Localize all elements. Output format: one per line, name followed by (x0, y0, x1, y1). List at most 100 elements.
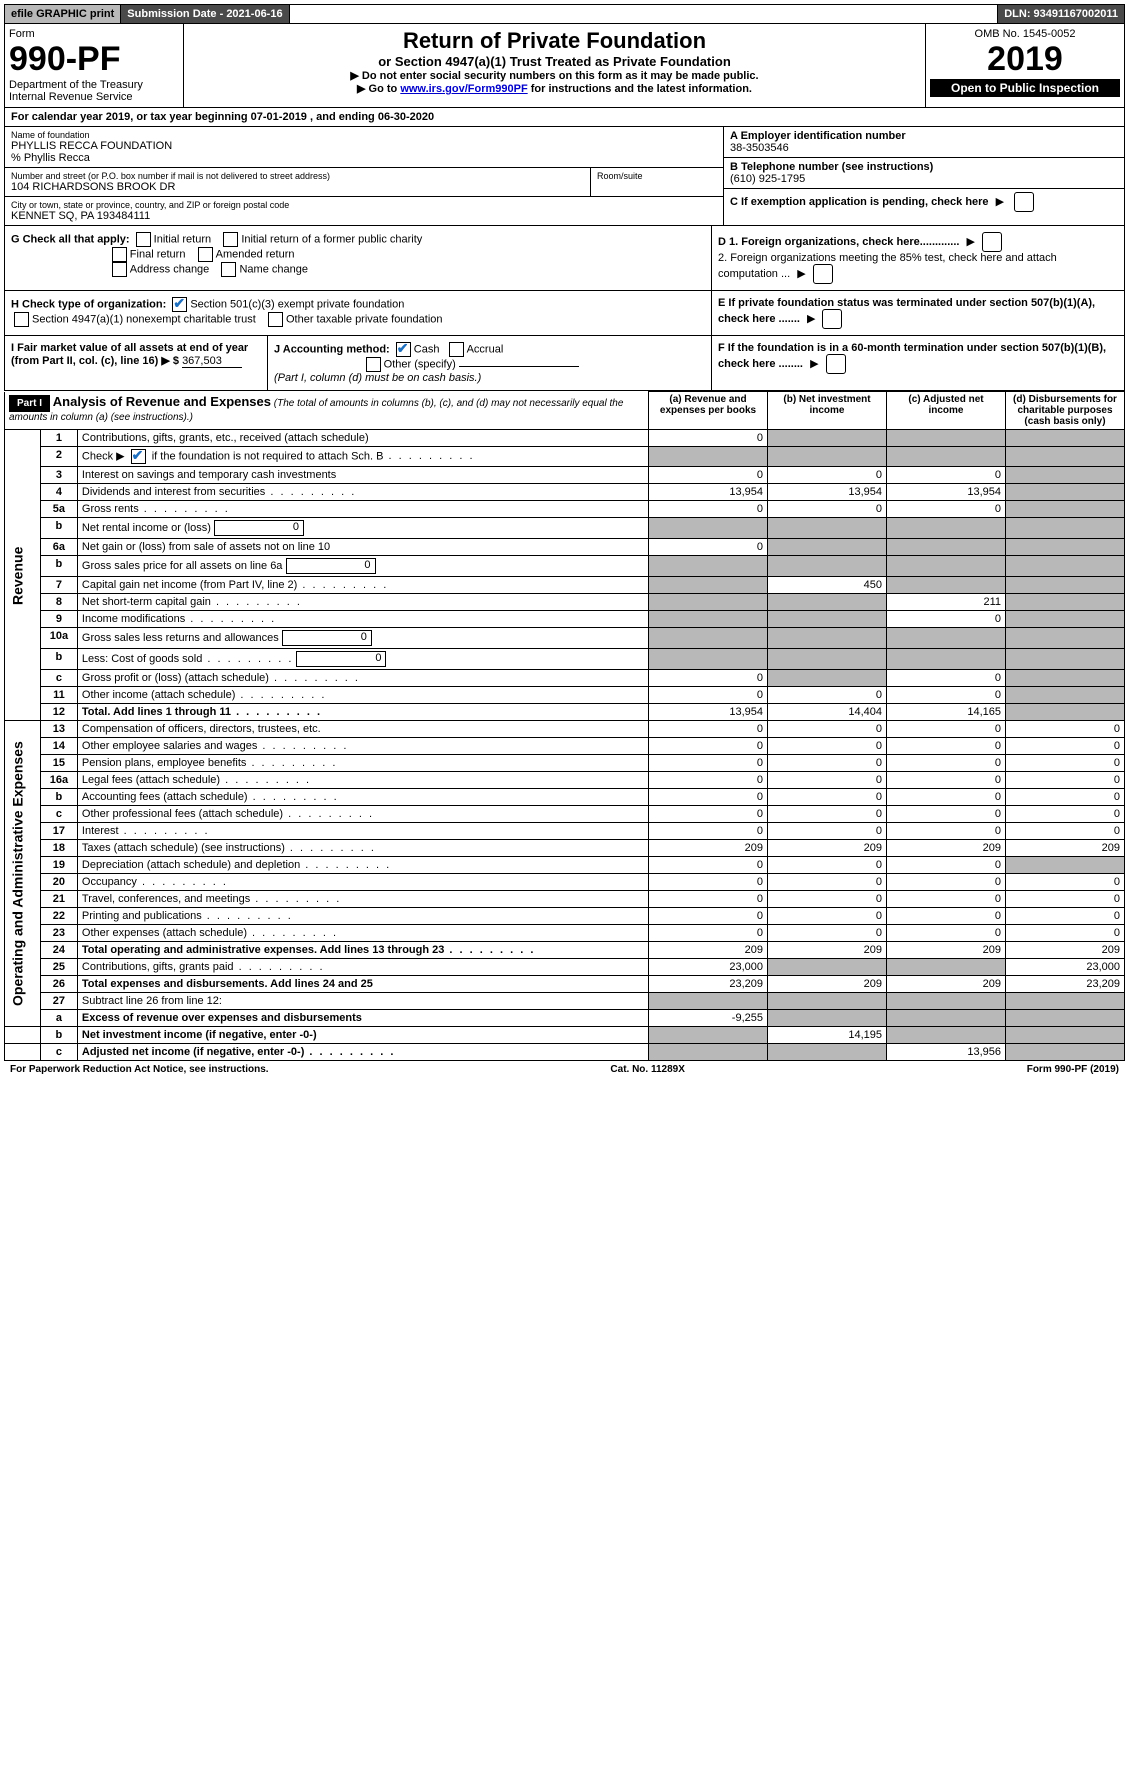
cell-d: 0 (1006, 772, 1125, 789)
table-row: 23Other expenses (attach schedule)0000 (5, 925, 1125, 942)
line-desc: Check ▶ if the foundation is not require… (77, 447, 648, 467)
expenses-section-label: Operating and Administrative Expenses (5, 721, 41, 1027)
care-of: % Phyllis Recca (11, 152, 717, 164)
c-checkbox[interactable] (1014, 192, 1034, 212)
line-num: 25 (40, 959, 77, 976)
table-row: 9Income modifications0 (5, 611, 1125, 628)
table-row: 10aGross sales less returns and allowanc… (5, 628, 1125, 649)
g-amended-checkbox[interactable] (198, 247, 213, 262)
cell-b: 0 (768, 721, 887, 738)
line-desc: Interest on savings and temporary cash i… (77, 467, 648, 484)
table-row: 12Total. Add lines 1 through 1113,95414,… (5, 704, 1125, 721)
j-other-checkbox[interactable] (366, 357, 381, 372)
table-row: bLess: Cost of goods sold 0 (5, 649, 1125, 670)
cell-a: 0 (649, 467, 768, 484)
cell-b: 13,954 (768, 484, 887, 501)
j-cash-checkbox[interactable] (396, 342, 411, 357)
table-row: 4Dividends and interest from securities1… (5, 484, 1125, 501)
table-row: 16aLegal fees (attach schedule)0000 (5, 772, 1125, 789)
d2-label: 2. Foreign organizations meeting the 85%… (718, 252, 1057, 280)
line-desc: Less: Cost of goods sold 0 (77, 649, 648, 670)
ein-label: A Employer identification number (730, 130, 1118, 142)
line-num: 9 (40, 611, 77, 628)
cell-c: 13,956 (887, 1044, 1006, 1061)
line-desc: Capital gain net income (from Part IV, l… (77, 577, 648, 594)
j-other-value (459, 366, 579, 367)
line-desc: Other employee salaries and wages (77, 738, 648, 755)
cell-a: 23,000 (649, 959, 768, 976)
h-501c3-checkbox[interactable] (172, 297, 187, 312)
f-checkbox[interactable] (826, 354, 846, 374)
cell-b: 209 (768, 840, 887, 857)
line-desc: Gross sales price for all assets on line… (77, 556, 648, 577)
cell-c: 0 (887, 925, 1006, 942)
d2-checkbox[interactable] (813, 264, 833, 284)
city-label: City or town, state or province, country… (11, 200, 717, 210)
i-value: 367,503 (182, 355, 242, 368)
inline-value: 0 (214, 520, 304, 536)
city-state-zip: KENNET SQ, PA 193484111 (11, 210, 717, 222)
line-desc: Depreciation (attach schedule) and deple… (77, 857, 648, 874)
cell-a: 0 (649, 789, 768, 806)
cell-c: 0 (887, 891, 1006, 908)
line-desc: Travel, conferences, and meetings (77, 891, 648, 908)
cell-b: 0 (768, 738, 887, 755)
cell-a: 0 (649, 539, 768, 556)
cell-a: 13,954 (649, 704, 768, 721)
cell-b: 0 (768, 772, 887, 789)
table-row: 5aGross rents000 (5, 501, 1125, 518)
cell-c: 0 (887, 806, 1006, 823)
line-num: b (40, 1027, 77, 1044)
g-final-checkbox[interactable] (112, 247, 127, 262)
line-num: a (40, 1010, 77, 1027)
g-address-checkbox[interactable] (112, 262, 127, 277)
arrow-icon: ▶ (810, 357, 818, 370)
irs-link[interactable]: www.irs.gov/Form990PF (400, 83, 527, 95)
inline-value: 0 (282, 630, 372, 646)
line-num: 20 (40, 874, 77, 891)
cell-a: 0 (649, 687, 768, 704)
g-initial-former-checkbox[interactable] (223, 232, 238, 247)
table-row: cOther professional fees (attach schedul… (5, 806, 1125, 823)
table-row: 19Depreciation (attach schedule) and dep… (5, 857, 1125, 874)
line-desc: Other expenses (attach schedule) (77, 925, 648, 942)
j-cash: Cash (414, 343, 440, 355)
g-initial-checkbox[interactable] (136, 232, 151, 247)
table-row: bAccounting fees (attach schedule)0000 (5, 789, 1125, 806)
cell-b: 0 (768, 908, 887, 925)
line-num: c (40, 806, 77, 823)
line-num: b (40, 649, 77, 670)
schb-checkbox[interactable] (131, 449, 146, 464)
cell-a: 23,209 (649, 976, 768, 993)
cell-c: 211 (887, 594, 1006, 611)
cell-d: 0 (1006, 721, 1125, 738)
table-row: 3Interest on savings and temporary cash … (5, 467, 1125, 484)
col-d-header: (d) Disbursements for charitable purpose… (1006, 392, 1125, 430)
h-other-checkbox[interactable] (268, 312, 283, 327)
cell-b: 0 (768, 823, 887, 840)
line-desc: Occupancy (77, 874, 648, 891)
cell-c: 0 (887, 611, 1006, 628)
line-num: 10a (40, 628, 77, 649)
foundation-name: PHYLLIS RECCA FOUNDATION (11, 140, 717, 152)
h-4947-checkbox[interactable] (14, 312, 29, 327)
d1-checkbox[interactable] (982, 232, 1002, 252)
cell-c: 0 (887, 874, 1006, 891)
e-checkbox[interactable] (822, 309, 842, 329)
arrow-icon: ▶ (996, 195, 1004, 208)
cell-c: 209 (887, 840, 1006, 857)
efile-print-button[interactable]: efile GRAPHIC print (5, 5, 121, 23)
cal-mid: , and ending (307, 111, 378, 123)
j-accrual-checkbox[interactable] (449, 342, 464, 357)
dln: DLN: 93491167002011 (998, 5, 1124, 23)
line-num: 19 (40, 857, 77, 874)
cell-a: 0 (649, 806, 768, 823)
c-label: C If exemption application is pending, c… (730, 196, 989, 208)
cell-d: 23,209 (1006, 976, 1125, 993)
line-num: 14 (40, 738, 77, 755)
cell-a: 0 (649, 772, 768, 789)
line-num: 7 (40, 577, 77, 594)
cell-c: 0 (887, 823, 1006, 840)
table-row: 18Taxes (attach schedule) (see instructi… (5, 840, 1125, 857)
g-name-checkbox[interactable] (221, 262, 236, 277)
